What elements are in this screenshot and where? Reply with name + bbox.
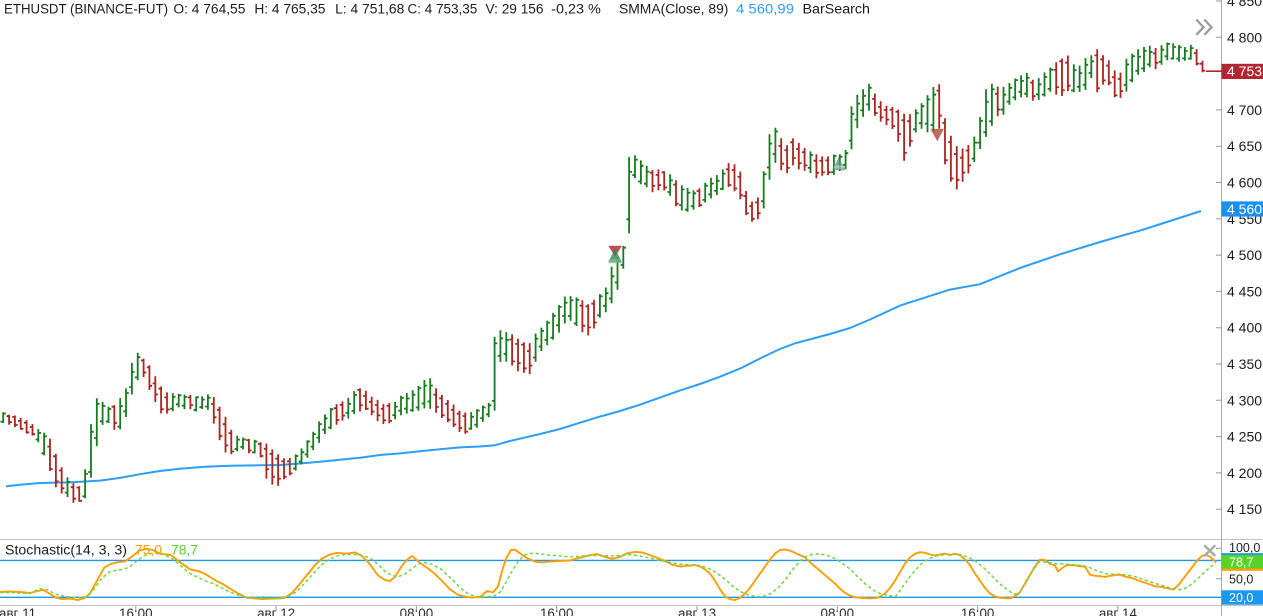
svg-text:4 450: 4 450 <box>1227 283 1262 299</box>
svg-text:75,0: 75,0 <box>135 543 162 558</box>
svg-text:4 350: 4 350 <box>1227 356 1262 372</box>
svg-text:-0,23 %: -0,23 % <box>551 1 601 16</box>
svg-text:20,0: 20,0 <box>1229 591 1253 605</box>
svg-text:авг 11: авг 11 <box>0 606 36 616</box>
svg-text:SMMA(Close, 89): SMMA(Close, 89) <box>619 1 728 16</box>
svg-text:C: 4 753,35: C: 4 753,35 <box>408 1 478 16</box>
svg-text:4 300: 4 300 <box>1227 392 1262 408</box>
svg-text:100,0: 100,0 <box>1229 541 1260 555</box>
svg-text:4 800: 4 800 <box>1227 29 1262 45</box>
svg-text:16:00: 16:00 <box>540 606 574 616</box>
svg-text:4 700: 4 700 <box>1227 102 1262 118</box>
svg-text:4 150: 4 150 <box>1227 501 1262 517</box>
svg-text:4 500: 4 500 <box>1227 247 1262 263</box>
svg-text:H: 4 765,35: H: 4 765,35 <box>254 1 325 16</box>
svg-text:16:00: 16:00 <box>961 606 995 616</box>
svg-text:4 753: 4 753 <box>1227 63 1262 79</box>
svg-text:L: 4 751,68: L: 4 751,68 <box>335 1 404 16</box>
svg-text:авг 14: авг 14 <box>1099 606 1138 616</box>
svg-text:ETHUSDT (BINANCE-FUT): ETHUSDT (BINANCE-FUT) <box>4 0 168 16</box>
svg-text:4 200: 4 200 <box>1227 465 1262 481</box>
svg-text:78,7: 78,7 <box>171 543 198 558</box>
svg-text:4 850: 4 850 <box>1227 0 1262 9</box>
svg-text:авг 13: авг 13 <box>678 606 716 616</box>
svg-text:4 250: 4 250 <box>1227 429 1262 445</box>
svg-text:V: 29 156: V: 29 156 <box>486 1 544 16</box>
svg-text:08:00: 08:00 <box>821 606 855 616</box>
svg-text:78,7: 78,7 <box>1229 555 1253 569</box>
svg-text:авг 12: авг 12 <box>257 606 295 616</box>
svg-text:4 400: 4 400 <box>1227 320 1262 336</box>
svg-text:4 650: 4 650 <box>1227 138 1262 154</box>
svg-text:16:00: 16:00 <box>119 606 153 616</box>
svg-text:O: 4 764,55: O: 4 764,55 <box>173 1 245 16</box>
svg-text:50,0: 50,0 <box>1229 573 1253 587</box>
svg-text:4 600: 4 600 <box>1227 175 1262 191</box>
svg-text:BarSearch: BarSearch <box>803 1 871 16</box>
svg-text:4 560: 4 560 <box>1227 201 1262 217</box>
svg-text:Stochastic(14, 3, 3): Stochastic(14, 3, 3) <box>5 543 127 558</box>
svg-text:08:00: 08:00 <box>400 606 434 616</box>
svg-text:4 560,99: 4 560,99 <box>736 1 794 16</box>
